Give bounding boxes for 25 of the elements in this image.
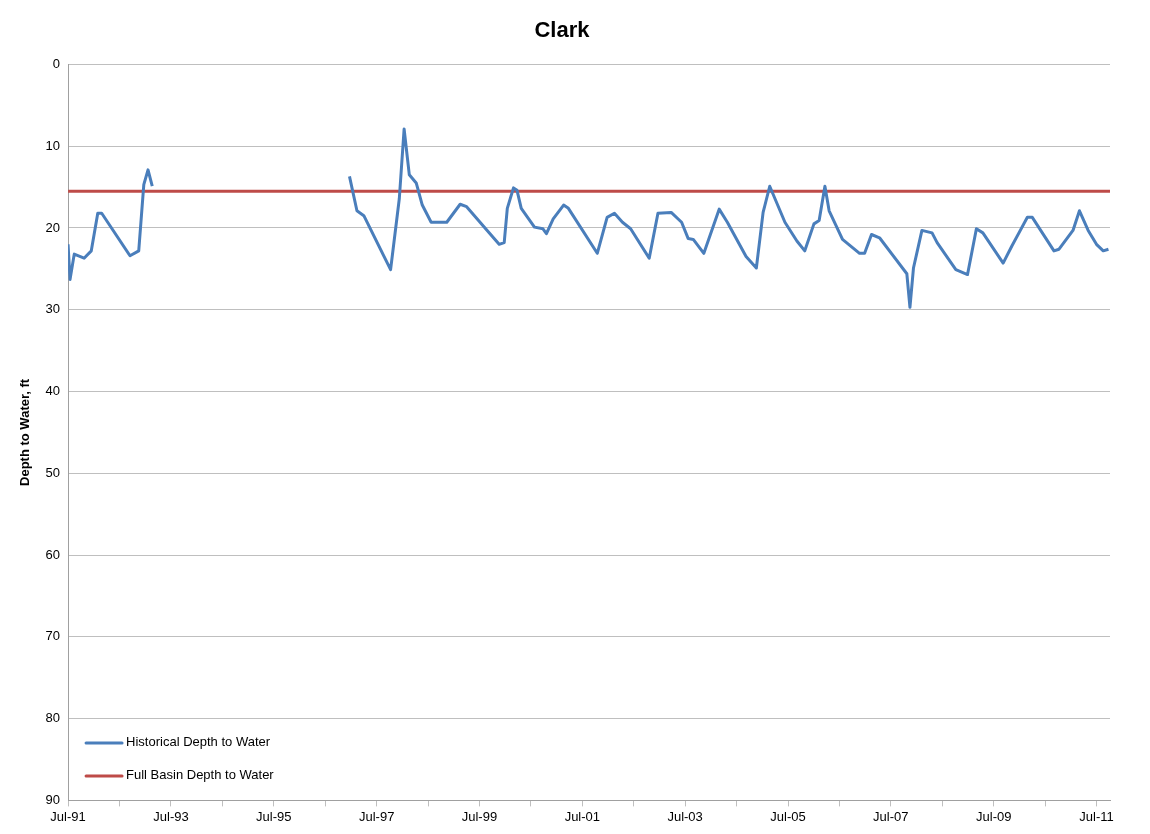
y-tick-label: 90: [45, 791, 61, 807]
chart-title: Clark: [534, 17, 591, 43]
y-tick-label: 0: [52, 55, 61, 71]
y-tick-label: 40: [45, 383, 61, 399]
x-tick-label: Jul-01: [564, 808, 601, 824]
legend-label: Full Basin Depth to Water: [126, 767, 275, 783]
x-tick-label: Jul-03: [667, 808, 703, 824]
legend-label: Historical Depth to Water: [126, 734, 271, 750]
y-tick-label: 80: [45, 710, 61, 726]
y-tick-label: 10: [45, 137, 61, 153]
y-tick-label: 20: [45, 219, 61, 235]
y-tick-label: 60: [45, 546, 61, 562]
x-tick-label: Jul-99: [461, 808, 498, 824]
y-axis-title: Depth to Water, ft: [17, 378, 33, 486]
x-tick-label: Jul-97: [358, 808, 395, 824]
x-tick-label: Jul-11: [1079, 808, 1114, 824]
x-tick-label: Jul-91: [50, 808, 86, 824]
x-tick-label: Jul-95: [256, 808, 292, 824]
x-tick-label: Jul-09: [976, 808, 1012, 824]
x-tick-label: Jul-93: [153, 808, 189, 824]
y-tick-label: 50: [45, 464, 61, 480]
y-tick-label: 30: [45, 301, 61, 317]
x-tick-label: Jul-07: [873, 808, 909, 824]
x-tick-label: Jul-05: [770, 808, 806, 824]
y-tick-label: 70: [45, 628, 61, 644]
